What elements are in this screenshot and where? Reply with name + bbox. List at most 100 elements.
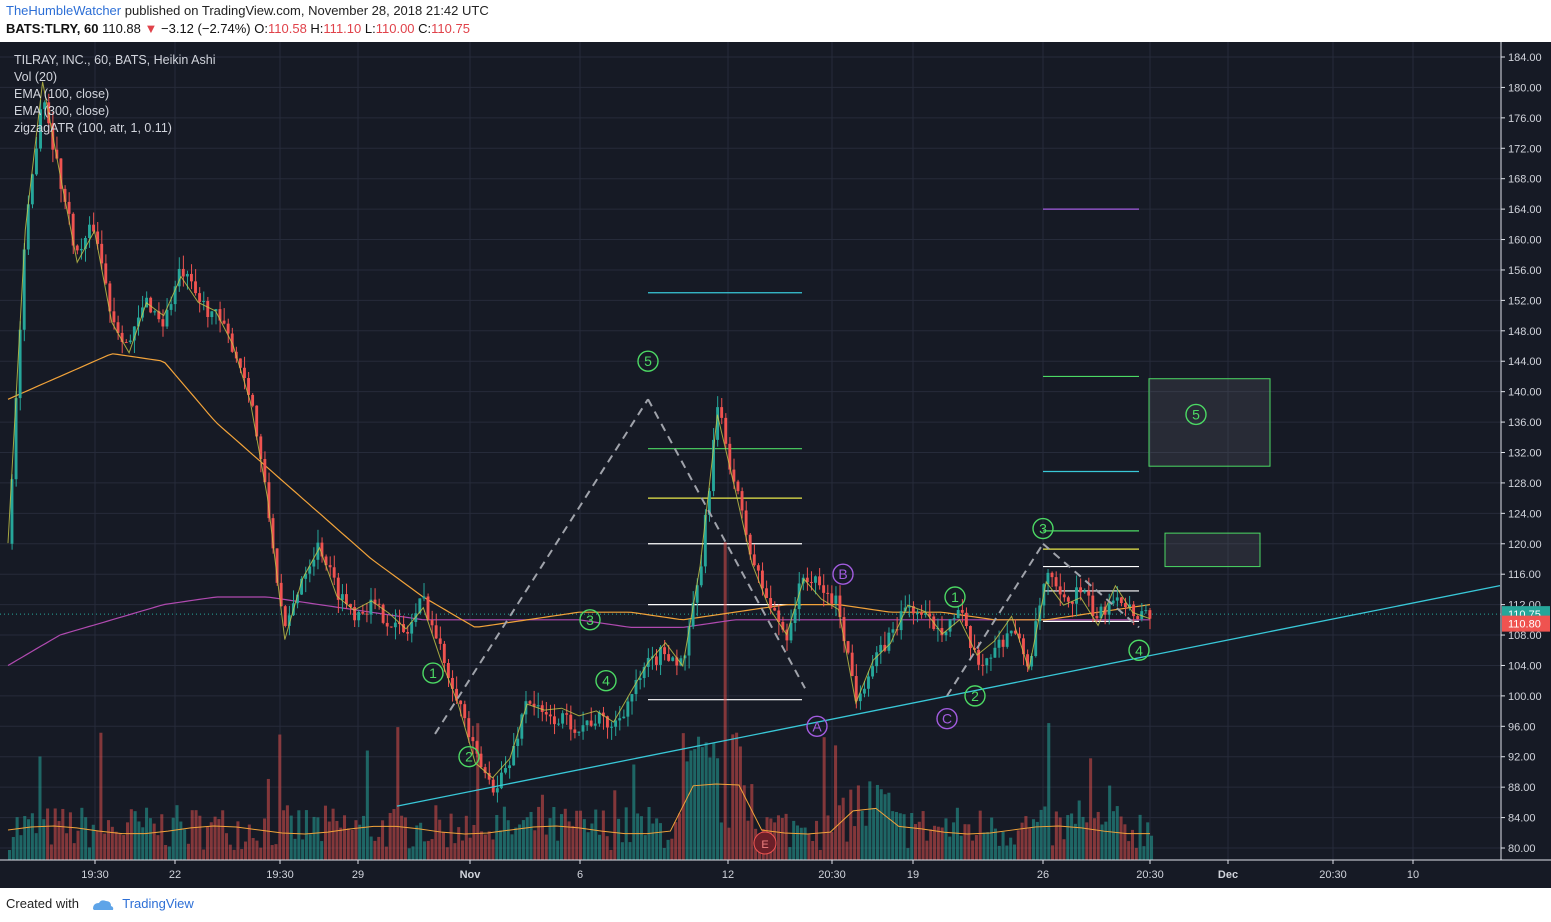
candle-body <box>879 644 883 653</box>
candle-body <box>35 148 38 175</box>
candle-body <box>654 656 658 665</box>
candle-body <box>100 243 104 264</box>
volume-bar <box>1043 806 1047 860</box>
wave-dashed-line <box>1042 543 1140 629</box>
volume-bar <box>681 733 685 860</box>
candle-body <box>475 741 479 754</box>
candle-body <box>1083 591 1087 593</box>
candle-body <box>120 332 124 342</box>
candle-body <box>1148 610 1152 619</box>
volume-bar <box>354 820 358 860</box>
tradingview-link[interactable]: TradingView <box>122 896 194 911</box>
legend-ema100[interactable]: EMA (100, close) <box>14 87 109 101</box>
wave-label-circle <box>964 685 986 707</box>
candle-body <box>830 593 834 604</box>
legend-zigzag[interactable]: zigzagATR (100, atr, 1, 0.11) <box>14 121 172 135</box>
volume-bar <box>1142 846 1146 860</box>
candle-body <box>349 603 352 608</box>
volume-bar <box>887 792 891 860</box>
volume-bar <box>868 781 872 860</box>
volume-bar <box>559 814 564 860</box>
volume-bar <box>677 813 682 860</box>
volume-bar <box>190 810 194 860</box>
legend: TILRAY, INC., 60, BATS, Heikin Ashi Vol … <box>14 53 215 135</box>
candle-body <box>736 481 740 492</box>
legend-vol[interactable]: Vol (20) <box>14 70 57 84</box>
volume-bar <box>495 815 499 860</box>
author-link[interactable]: TheHumbleWatcher <box>6 3 122 18</box>
volume-bar <box>445 847 449 860</box>
volume-bar <box>853 826 857 860</box>
volume-bar <box>533 830 537 860</box>
volume-bar <box>411 846 415 860</box>
volume-bar <box>879 789 883 860</box>
volume-bar <box>1108 785 1112 860</box>
volume-bar <box>1070 813 1074 860</box>
wave-label-circle <box>1032 517 1054 540</box>
volume-bar <box>148 818 152 860</box>
secondary-price-tag-bg <box>1502 615 1550 632</box>
candle-body <box>854 676 858 702</box>
candle-body <box>459 700 463 705</box>
candle-body <box>1136 616 1140 620</box>
candle-body <box>671 657 675 661</box>
volume-bar <box>95 831 99 860</box>
candle-body <box>1119 597 1123 604</box>
candle-body <box>1058 586 1062 595</box>
volume-bar <box>723 542 727 860</box>
volume-bar <box>605 836 609 860</box>
volume-bar <box>944 818 948 860</box>
candle-body <box>569 714 573 730</box>
legend-title: TILRAY, INC., 60, BATS, Heikin Ashi <box>14 53 215 67</box>
y-tick-label: 160.00 <box>1508 235 1542 247</box>
volume-bar <box>780 817 784 860</box>
candle-body <box>238 358 242 368</box>
volume-bar <box>860 810 864 860</box>
volume-bar <box>845 841 849 860</box>
volume-bar <box>244 841 248 860</box>
candle-body <box>389 626 393 628</box>
candle-body <box>642 666 646 679</box>
candle-body <box>561 713 565 724</box>
legend-ema300[interactable]: EMA (300, close) <box>14 104 109 118</box>
volume-bar <box>65 833 69 860</box>
candle-body <box>132 326 136 341</box>
candle-body <box>850 652 854 677</box>
volume-bar <box>285 805 289 860</box>
y-tick-label: 120.00 <box>1508 539 1542 551</box>
candle-body <box>720 407 724 418</box>
volume-bar <box>91 824 95 860</box>
volume-bar <box>122 835 126 860</box>
volume-bar <box>228 844 232 860</box>
volume-bar <box>419 822 423 860</box>
y-tick-label: 148.00 <box>1508 326 1542 338</box>
candle-body <box>499 772 503 789</box>
candle-body <box>928 613 932 617</box>
candle-body <box>1062 594 1066 598</box>
candle-body <box>679 658 683 666</box>
volume-bar <box>27 819 31 860</box>
volume-bar <box>689 750 693 860</box>
candle-body <box>365 613 369 615</box>
zigzag-line <box>7 81 1151 779</box>
volume-bar <box>403 817 407 860</box>
volume-bar <box>483 834 487 860</box>
volume-bar <box>716 758 720 860</box>
price-axis[interactable] <box>1501 42 1551 860</box>
volume-bar <box>30 813 34 860</box>
candle-body <box>728 443 732 470</box>
candle-body <box>614 720 618 727</box>
candle-body <box>483 767 487 773</box>
volume-bar <box>346 828 350 860</box>
wave-label-text: 2 <box>971 688 979 704</box>
volume-bar <box>1123 824 1127 860</box>
candle-body <box>275 548 279 583</box>
volume-bar <box>963 824 967 860</box>
time-axis[interactable] <box>0 860 1551 888</box>
symbol-label: BATS:TLRY, 60 <box>6 21 99 36</box>
candle-body <box>1026 654 1029 667</box>
candle-body <box>198 293 202 302</box>
volume-bar <box>1058 817 1062 860</box>
candle-body <box>438 638 442 644</box>
